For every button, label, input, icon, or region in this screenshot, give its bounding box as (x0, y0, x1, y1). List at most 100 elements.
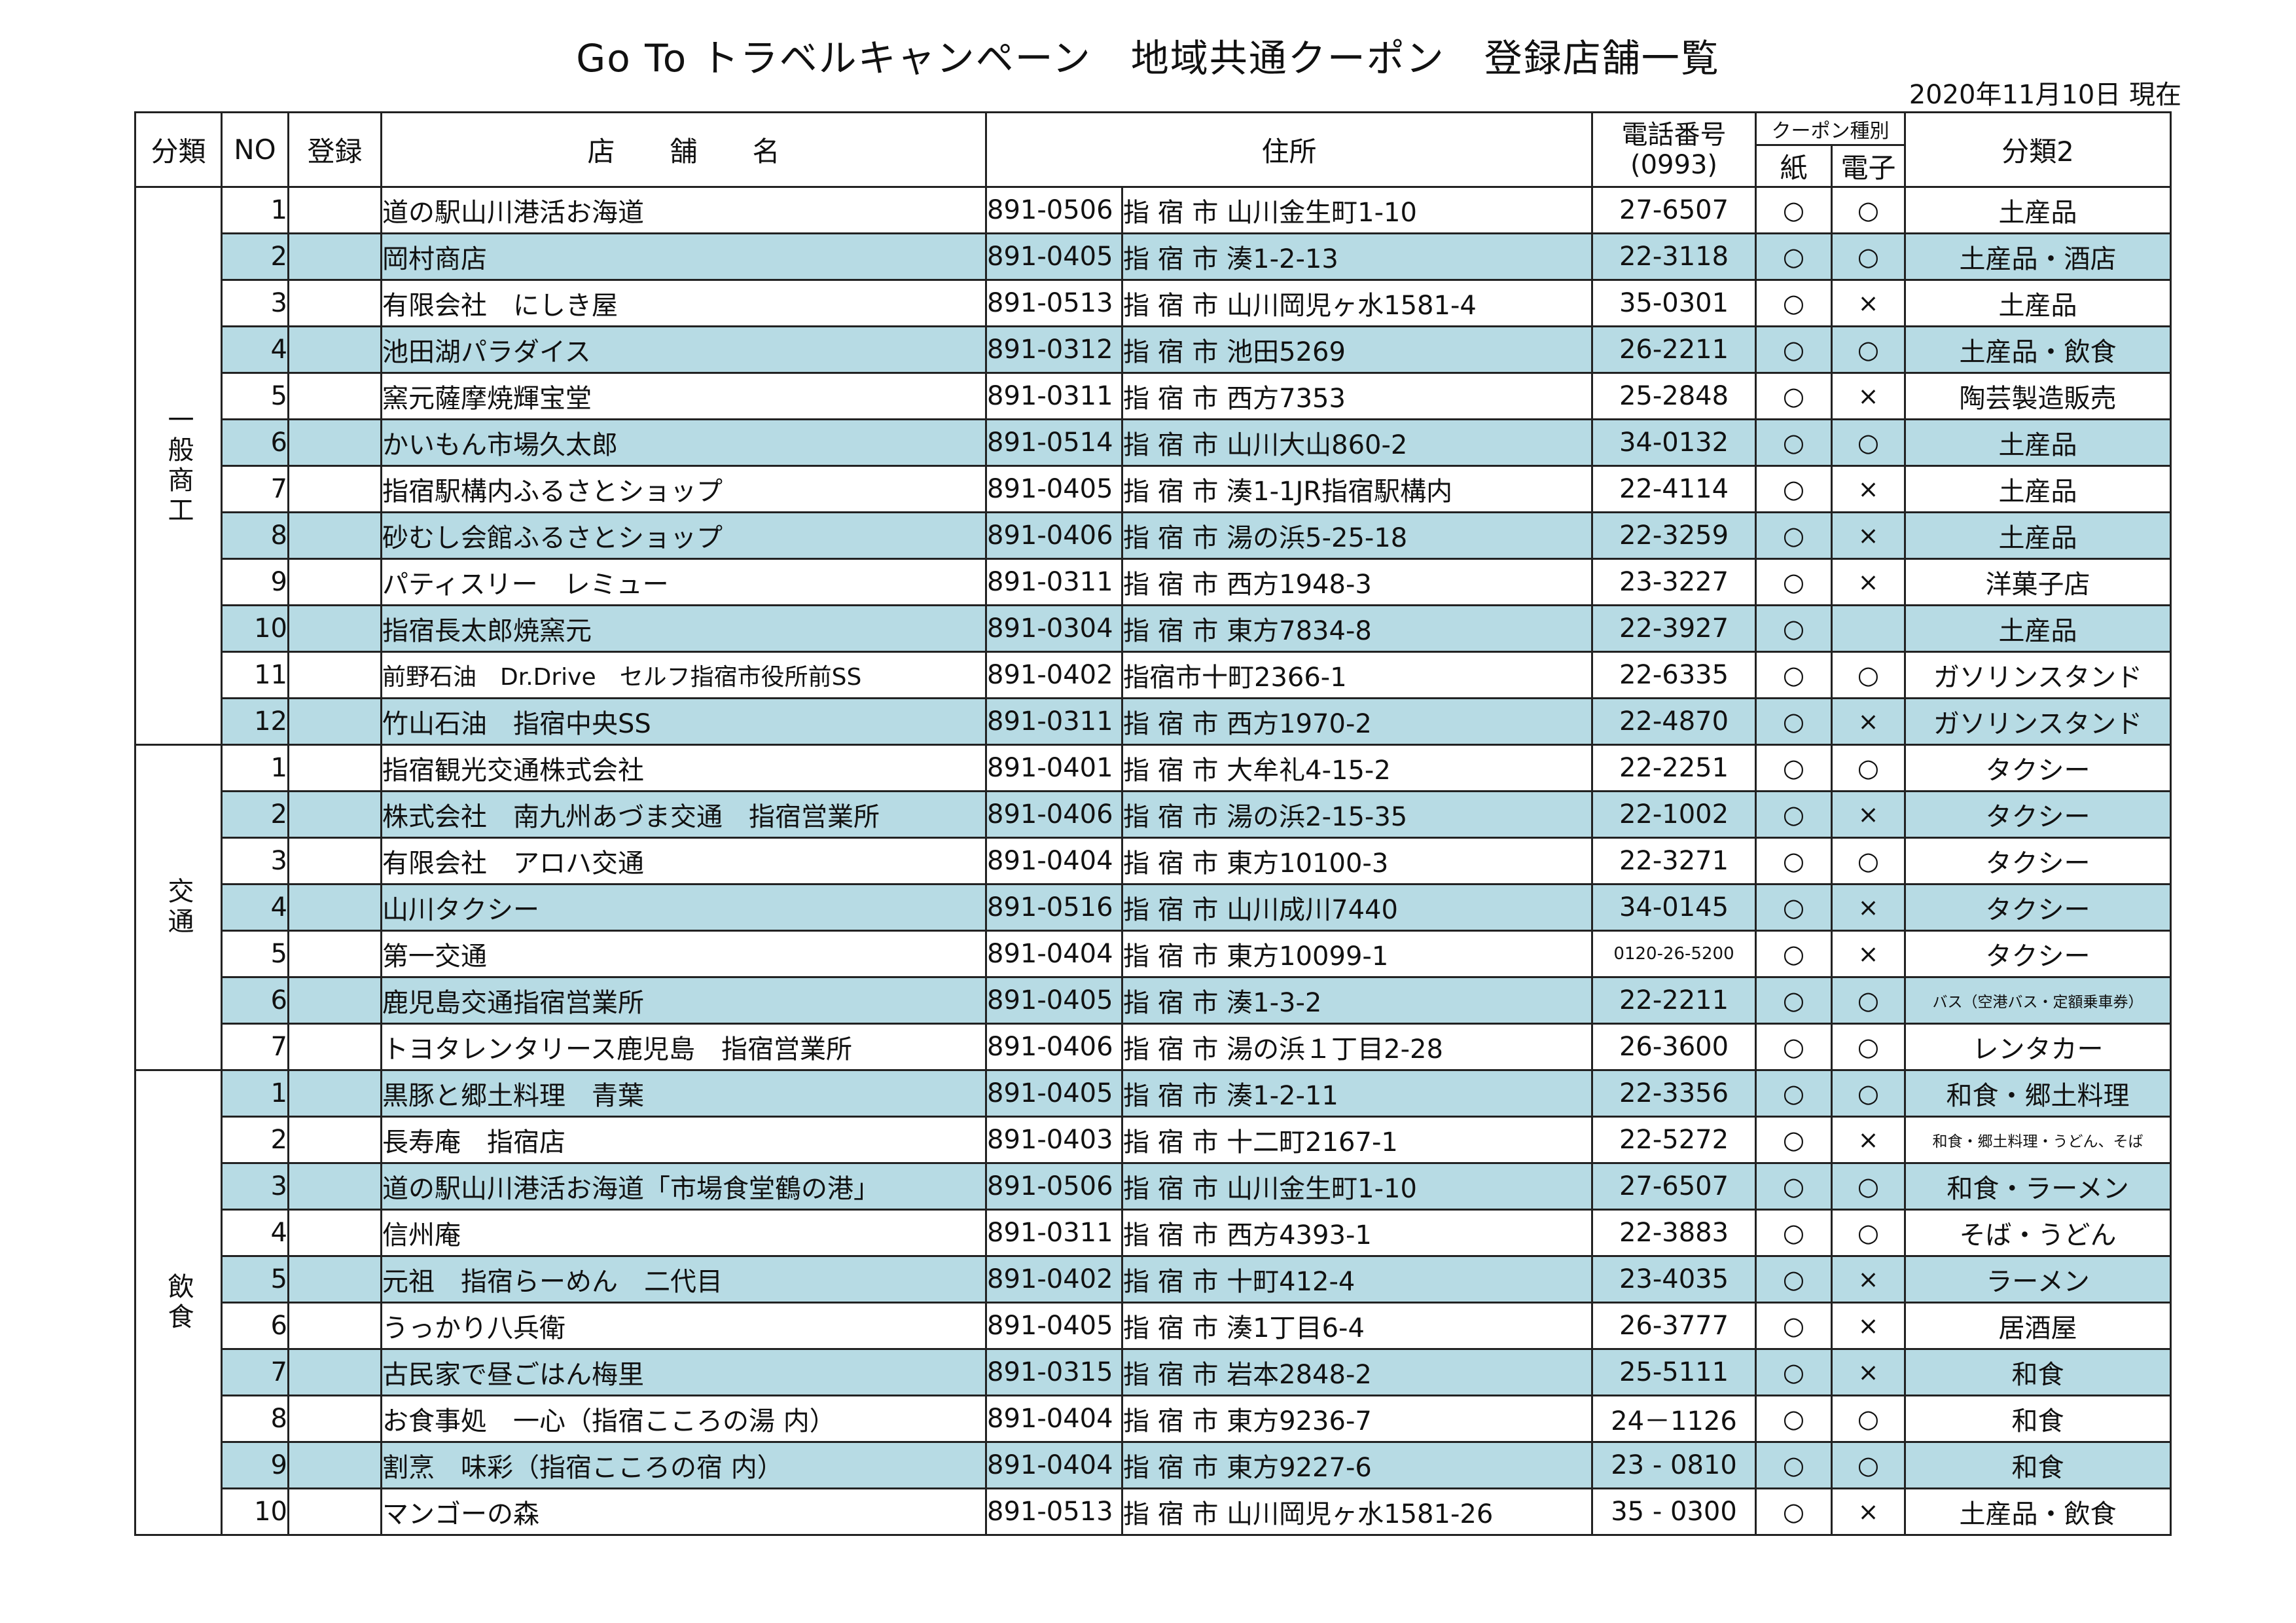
store-name: 池田湖パラダイス (380, 325, 987, 374)
coupon-paper-mark: ○ (1755, 1441, 1833, 1489)
row-number: 3 (221, 837, 289, 885)
address: 指 宿 市 岩本2848-2 (1121, 1348, 1594, 1396)
coupon-electronic-mark: ○ (1831, 744, 1907, 792)
row-number: 1 (221, 1069, 289, 1118)
coupon-electronic-mark: ○ (1831, 1069, 1907, 1118)
address: 指 宿 市 山川岡児ヶ水1581-26 (1121, 1487, 1594, 1536)
category2-value: 和食・ラーメン (1904, 1162, 2172, 1211)
registration-cell (287, 1069, 382, 1118)
category2-value: タクシー (1904, 837, 2172, 885)
registration-cell (287, 418, 382, 467)
postal-code: 891-0404 (985, 1441, 1123, 1489)
store-name: 指宿駅構内ふるさとショップ (380, 465, 987, 513)
store-name: 窯元薩摩焼輝宝堂 (380, 372, 987, 420)
registration-cell (287, 558, 382, 606)
coupon-paper-mark: ○ (1755, 744, 1833, 792)
store-name: 鹿児島交通指宿営業所 (380, 976, 987, 1025)
coupon-electronic-mark: × (1831, 279, 1907, 327)
coupon-paper-mark: ○ (1755, 604, 1833, 653)
coupon-paper-mark: ○ (1755, 930, 1833, 978)
coupon-electronic-mark: ○ (1831, 232, 1907, 281)
coupon-electronic-mark: ○ (1831, 837, 1907, 885)
table-row: 5 第一交通 891-0404 指 宿 市 東方10099-1 0120-26-5200… (135, 930, 2172, 978)
postal-code: 891-0405 (985, 976, 1123, 1025)
address: 指 宿 市 池田5269 (1121, 325, 1594, 374)
postal-code: 891-0311 (985, 372, 1123, 420)
phone-number: 24－1126 (1591, 1395, 1757, 1443)
registration-cell (287, 790, 382, 839)
category-group-label: 飲食 (134, 1069, 223, 1536)
row-number: 5 (221, 1255, 289, 1304)
row-number: 2 (221, 790, 289, 839)
row-number: 2 (221, 232, 289, 281)
table-row: 4 山川タクシー 891-0516 指 宿 市 山川成川7440 34-0145 ○ × タク… (135, 883, 2172, 932)
registration-cell (287, 930, 382, 978)
row-number: 9 (221, 558, 289, 606)
row-number: 6 (221, 976, 289, 1025)
registration-cell (287, 1302, 382, 1350)
store-name: うっかり八兵衛 (380, 1302, 987, 1350)
address: 指 宿 市 湊1丁目6-4 (1121, 1302, 1594, 1350)
table-row: 5 窯元薩摩焼輝宝堂 891-0311 指 宿 市 西方7353 25-2848 ○ × 陶芸… (135, 372, 2172, 420)
header-category: 分類 (134, 111, 223, 188)
table-row: 4 池田湖パラダイス 891-0312 指 宿 市 池田5269 26-2211 ○ ○ 土産… (135, 325, 2172, 374)
table-row: 6 うっかり八兵衛 891-0405 指 宿 市 湊1丁目6-4 26-3777 ○ × 居酒… (135, 1302, 2172, 1350)
phone-number: 22-3118 (1591, 232, 1757, 281)
registration-cell (287, 325, 382, 374)
coupon-electronic-mark: ○ (1831, 418, 1907, 467)
phone-number: 23-3227 (1591, 558, 1757, 606)
address: 指 宿 市 東方9236-7 (1121, 1395, 1594, 1443)
category2-value: レンタカー (1904, 1023, 2172, 1071)
coupon-paper-mark: ○ (1755, 1302, 1833, 1350)
coupon-electronic-mark: ○ (1831, 651, 1907, 699)
coupon-paper-mark: ○ (1755, 279, 1833, 327)
registration-cell (287, 232, 382, 281)
table-row: 11 前野石油 Dr.Drive セルフ指宿市役所前SS 891-0402 指宿市十町… (135, 651, 2172, 699)
registration-cell (287, 1348, 382, 1396)
category2-value: タクシー (1904, 790, 2172, 839)
phone-number: 34-0145 (1591, 883, 1757, 932)
store-name: 黒豚と郷土料理 青葉 (380, 1069, 987, 1118)
address: 指 宿 市 湊1-3-2 (1121, 976, 1594, 1025)
phone-number: 23 - 0810 (1591, 1441, 1757, 1489)
category2-value: 土産品 (1904, 186, 2172, 234)
address: 指 宿 市 山川成川7440 (1121, 883, 1594, 932)
coupon-paper-mark: ○ (1755, 976, 1833, 1025)
address: 指 宿 市 西方1948-3 (1121, 558, 1594, 606)
address: 指 宿 市 湊1-1JR指宿駅構内 (1121, 465, 1594, 513)
store-name: お食事処 一心（指宿こころの湯 内） (380, 1395, 987, 1443)
table-row: 7 古民家で昼ごはん梅里 891-0315 指 宿 市 岩本2848-2 25-5111… (135, 1348, 2172, 1396)
address: 指 宿 市 湊1-2-11 (1121, 1069, 1594, 1118)
header-store-name: 店 舗 名 (380, 111, 987, 188)
registration-cell (287, 1023, 382, 1071)
coupon-electronic-mark: × (1831, 465, 1907, 513)
registration-cell (287, 465, 382, 513)
coupon-paper-mark: ○ (1755, 372, 1833, 420)
phone-number: 23-4035 (1591, 1255, 1757, 1304)
registration-cell (287, 186, 382, 234)
postal-code: 891-0406 (985, 1023, 1123, 1071)
registration-cell (287, 697, 382, 746)
store-name: マンゴーの森 (380, 1487, 987, 1536)
table-row: 6 かいもん市場久太郎 891-0514 指 宿 市 山川大山860-2 34-0132… (135, 418, 2172, 467)
address: 指 宿 市 東方7834-8 (1121, 604, 1594, 653)
category2-value: 土産品 (1904, 465, 2172, 513)
phone-number: 22-3927 (1591, 604, 1757, 653)
coupon-electronic-mark (1831, 604, 1907, 653)
address: 指 宿 市 湯の浜2-15-35 (1121, 790, 1594, 839)
registration-cell (287, 1162, 382, 1211)
phone-number: 22-3883 (1591, 1209, 1757, 1257)
phone-number: 22-1002 (1591, 790, 1757, 839)
address: 指 宿 市 東方10100-3 (1121, 837, 1594, 885)
address: 指 宿 市 湯の浜5-25-18 (1121, 511, 1594, 560)
store-name: 長寿庵 指宿店 (380, 1116, 987, 1164)
store-name: パティスリー レミュー (380, 558, 987, 606)
category2-value: 土産品 (1904, 511, 2172, 560)
header-phone-area: (0993) (1630, 149, 1718, 180)
phone-number: 27-6507 (1591, 1162, 1757, 1211)
store-name: 道の駅山川港活お海道 (380, 186, 987, 234)
table-row: 一般商工 1 道の駅山川港活お海道 891-0506 指 宿 市 山川金生町1-10 27… (134, 186, 2172, 746)
address: 指 宿 市 西方4393-1 (1121, 1209, 1594, 1257)
registration-cell (287, 976, 382, 1025)
coupon-paper-mark: ○ (1755, 1116, 1833, 1164)
